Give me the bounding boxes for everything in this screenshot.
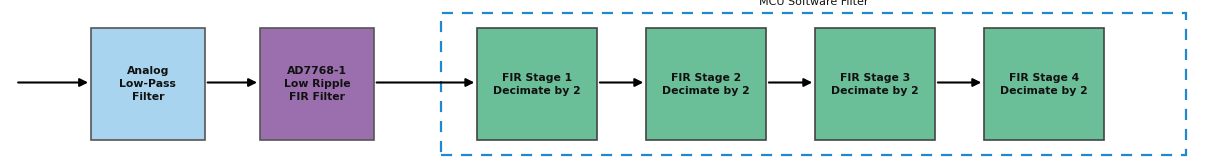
Text: FIR Stage 2
Decimate by 2: FIR Stage 2 Decimate by 2 <box>663 73 750 96</box>
Bar <box>984 28 1104 140</box>
Bar <box>91 28 205 140</box>
Bar <box>477 28 597 140</box>
Text: MCU Software Filter: MCU Software Filter <box>759 0 868 7</box>
Bar <box>441 13 1186 155</box>
Text: AD7768-1
Low Ripple
FIR Filter: AD7768-1 Low Ripple FIR Filter <box>284 66 350 102</box>
Bar <box>815 28 935 140</box>
Text: Analog
Low-Pass
Filter: Analog Low-Pass Filter <box>119 66 176 102</box>
Bar <box>260 28 374 140</box>
Text: FIR Stage 3
Decimate by 2: FIR Stage 3 Decimate by 2 <box>832 73 919 96</box>
Text: FIR Stage 4
Decimate by 2: FIR Stage 4 Decimate by 2 <box>1001 73 1088 96</box>
Text: FIR Stage 1
Decimate by 2: FIR Stage 1 Decimate by 2 <box>494 73 581 96</box>
Bar <box>646 28 766 140</box>
